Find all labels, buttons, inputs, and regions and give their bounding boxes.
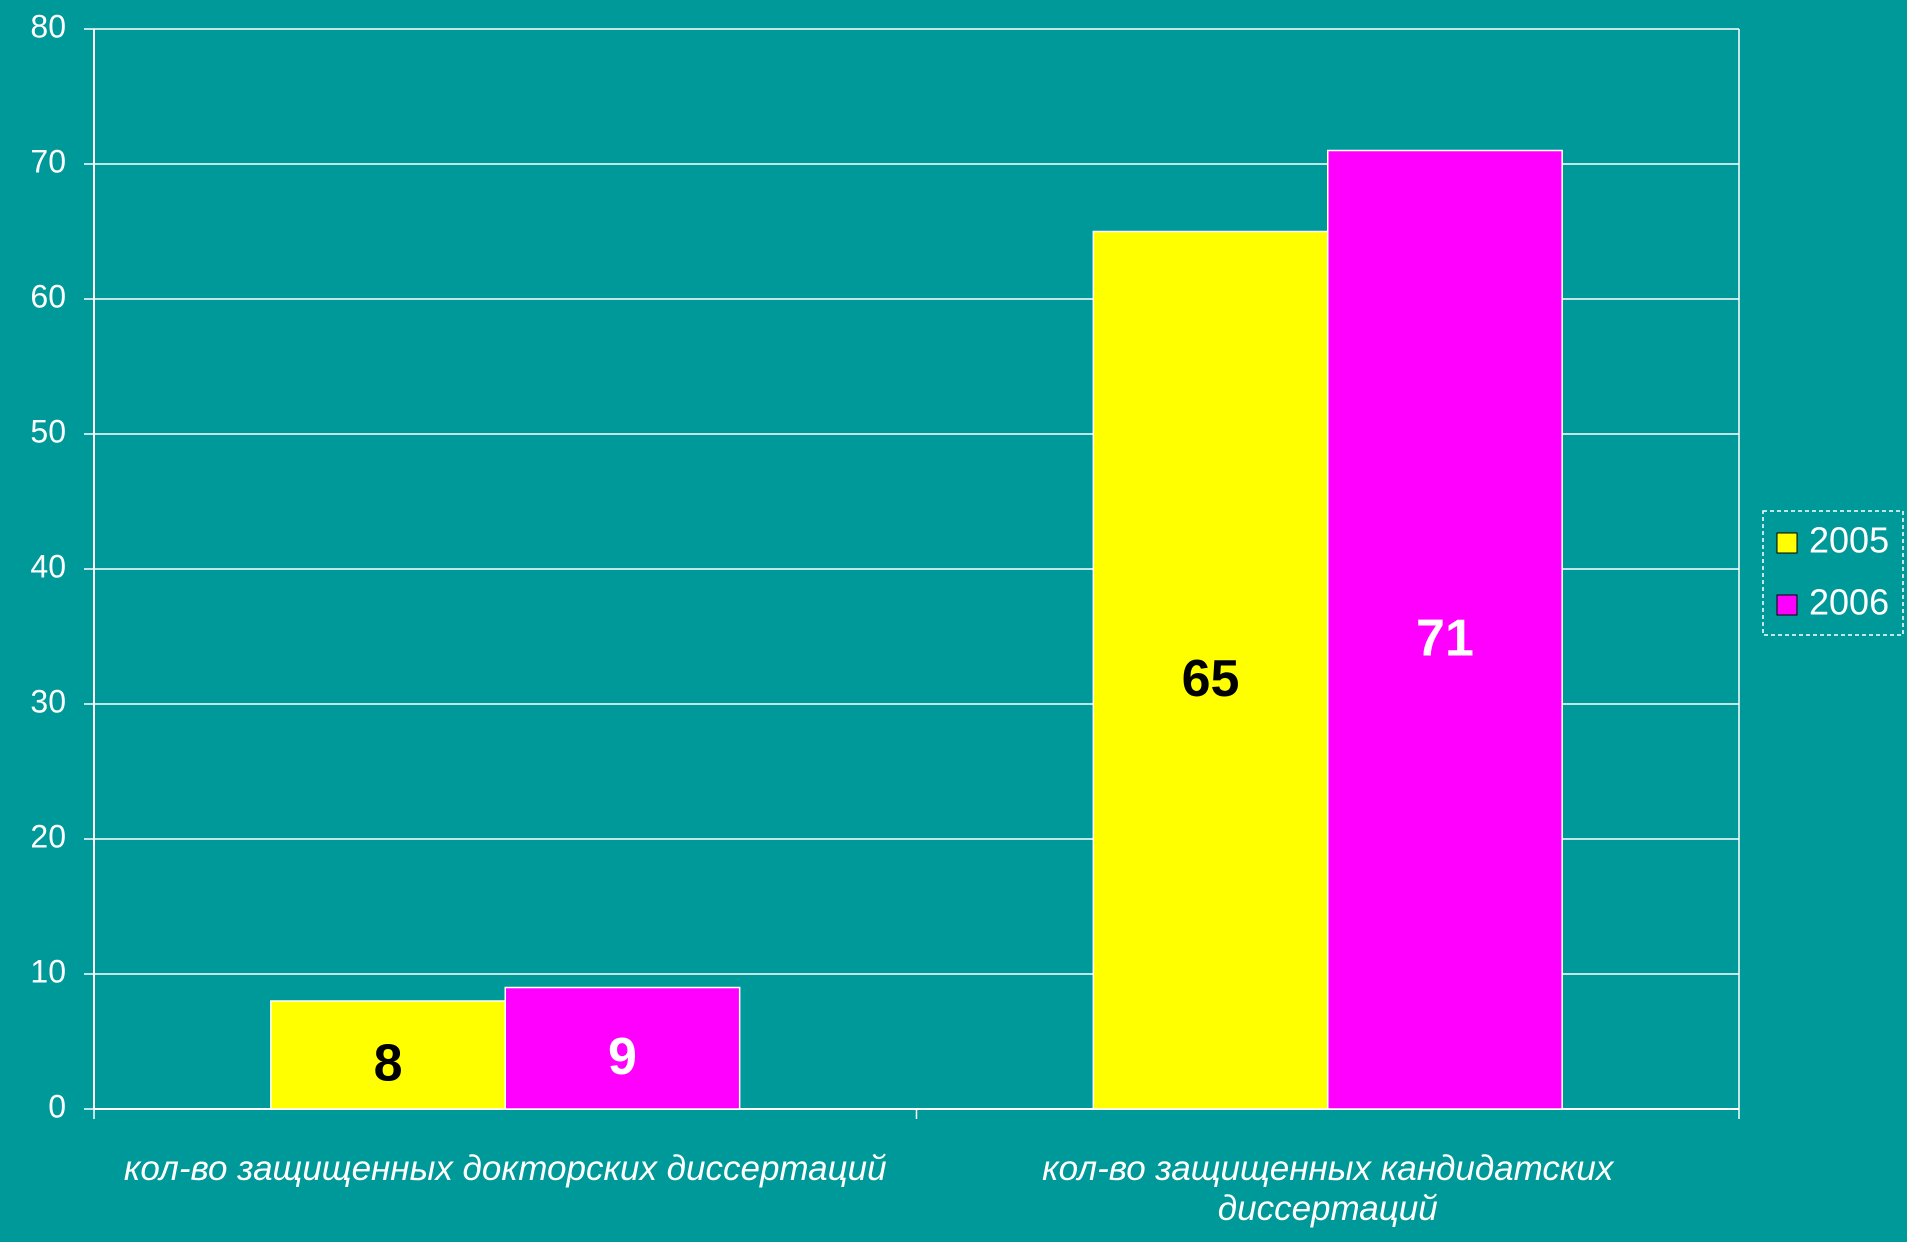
- y-tick-label: 0: [48, 1088, 66, 1124]
- data-label: 65: [1182, 650, 1240, 708]
- x-tick-label: кол-во защищенных докторских диссертаций: [123, 1149, 887, 1188]
- y-tick-label: 20: [30, 818, 66, 854]
- x-tick-label-box: кол-во защищенных кандидатских диссертац…: [1042, 1149, 1614, 1228]
- bar: [504, 986, 741, 1110]
- y-tick-label: 60: [30, 278, 66, 314]
- legend-box: [1762, 510, 1904, 636]
- legend-swatch: [1776, 532, 1798, 554]
- bar: [1092, 230, 1329, 1110]
- data-label: 8: [374, 1035, 403, 1093]
- legend-swatch: [1776, 594, 1798, 616]
- y-tick-label: 10: [30, 953, 66, 989]
- x-tick-label-box: кол-во защищенных докторских диссертаций: [123, 1149, 887, 1188]
- bar: [1327, 149, 1563, 1110]
- y-tick-label: 80: [30, 8, 66, 44]
- legend-label: 2006: [1809, 582, 1889, 623]
- legend-label: 2005: [1809, 520, 1889, 561]
- x-tick-label: кол-во защищенных кандидатских диссертац…: [1042, 1149, 1614, 1228]
- bar: [270, 1000, 506, 1110]
- y-tick-label: 50: [30, 413, 66, 449]
- y-tick-label: 40: [30, 548, 66, 584]
- data-label: 71: [1416, 609, 1474, 667]
- y-tick-label: 70: [30, 143, 66, 179]
- y-tick-label: 30: [30, 683, 66, 719]
- data-label: 9: [608, 1028, 637, 1086]
